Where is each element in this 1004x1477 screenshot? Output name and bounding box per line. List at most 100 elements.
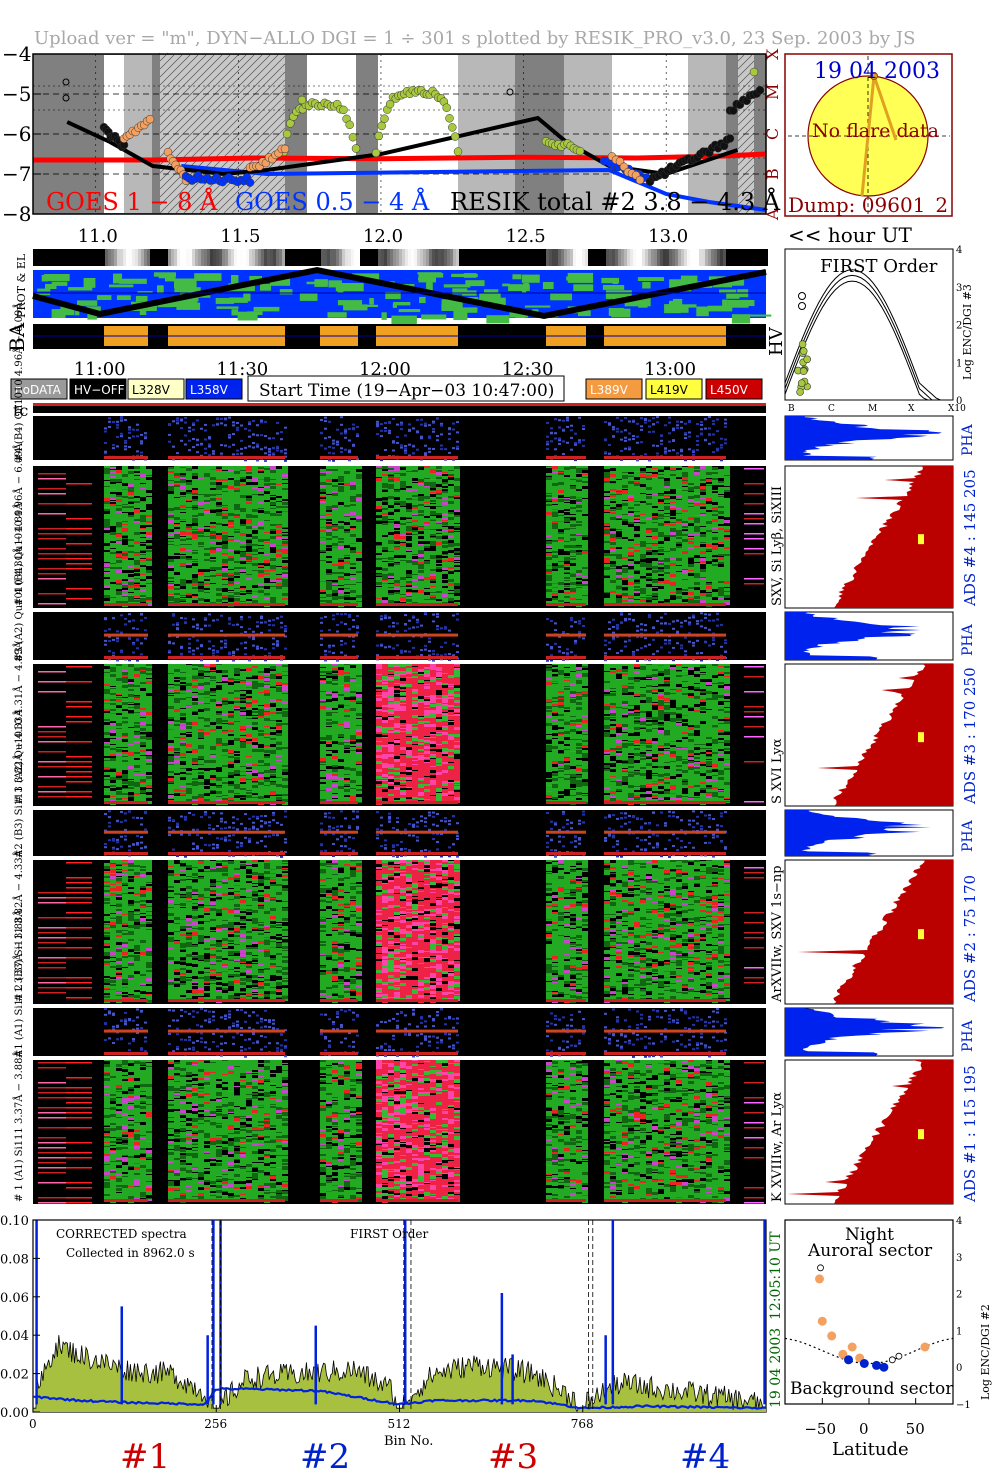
hour-ut-label: << hour UT xyxy=(788,223,912,247)
auroral-label: Auroral sector xyxy=(807,1241,933,1261)
lat-point xyxy=(827,1331,836,1340)
spectrum-date: 19 04 2003 xyxy=(768,1328,784,1408)
legend-label: L358V xyxy=(190,383,229,397)
spectrum-ytick: 0.10 xyxy=(0,1214,29,1229)
spectrum-ytick: 0.06 xyxy=(0,1291,29,1306)
first-order-xtick: C xyxy=(828,404,835,414)
latitude-xlabel: Latitude xyxy=(832,1439,909,1460)
line-ids: ArXVIIw, SXV 1s−np xyxy=(770,865,785,1003)
ads-marker xyxy=(918,534,924,544)
lat-point xyxy=(844,1355,853,1364)
ytick-label: −8 xyxy=(2,202,31,226)
ytick-label: −7 xyxy=(2,162,31,186)
lat-xtick: 50 xyxy=(906,1420,925,1438)
ads-label: ADS #3 : 170 250 xyxy=(961,667,979,805)
lat-point xyxy=(860,1359,869,1368)
spectrum-panel: 0.100.080.060.040.020.000 256 512 768 CORRE… xyxy=(0,1214,784,1477)
ads-label: ADS #1 : 115 195 xyxy=(961,1065,979,1203)
lat-point xyxy=(889,1357,895,1363)
first-order-xtick: X10 xyxy=(948,404,966,414)
legend-label: L450V xyxy=(710,383,749,397)
lat-ytick: 2 xyxy=(956,1290,962,1301)
hour-tick-label: 12.0 xyxy=(363,226,403,247)
detector-label: #3 xyxy=(488,1437,538,1477)
line-ids: SXV, Si Lyβ, SiXIII xyxy=(770,486,785,606)
ads-label: ADS #4 : 145 205 xyxy=(961,469,979,607)
goes-short-label: GOES 0.5 − 4 Å xyxy=(235,187,430,216)
lat-xtick: 0 xyxy=(859,1420,869,1438)
spec-channel-label: # 1 (A1) Si111 3.37Å − 3.88Å xyxy=(13,1050,25,1202)
ytick-label: −5 xyxy=(2,82,31,106)
pha-channel-label: #4 (B4) Qu1010 4.96Å − 6.09Å xyxy=(13,302,25,462)
detector-label: #4 xyxy=(680,1437,730,1477)
first-order-title: FIRST Order xyxy=(820,256,938,277)
lat-ytick: 4 xyxy=(956,1216,962,1227)
first-order-ytick: 4 xyxy=(956,245,962,256)
lat-ytick: −1 xyxy=(956,1400,971,1411)
spectrum-note-1: CORRECTED spectra xyxy=(56,1227,187,1241)
lat-ytick: 0 xyxy=(956,1363,962,1374)
lat-ytick: 1 xyxy=(956,1326,962,1337)
lat-point xyxy=(818,1317,827,1326)
spectrum-xtick: 0 xyxy=(29,1417,37,1431)
ads-label: ADS #2 : 75 170 xyxy=(961,875,979,1003)
latitude-panel: Night Auroral sector Background sector −… xyxy=(785,1216,992,1460)
lat-point xyxy=(848,1343,857,1352)
hhmm-tick-label: 11:00 xyxy=(74,359,126,380)
legend-label: L328V xyxy=(132,383,171,397)
latitude-ylabel: Log ENC/DGI #2 xyxy=(979,1304,992,1400)
background-label: Background sector xyxy=(790,1379,954,1399)
sun-date: 19 04 2003 xyxy=(814,59,940,84)
sun-panel: 19 04 2003 No flare data Dump: 09601_2 xyxy=(785,54,952,217)
pha-channel-label: #3 (A2) Qu1010 4.31Å − 4.89Å xyxy=(13,502,25,662)
pha-tag: PHA xyxy=(960,423,976,456)
goes-long-label: GOES 1 − 8 Å xyxy=(46,187,218,216)
legend-label: L419V xyxy=(650,383,689,397)
pha-tag: PHA xyxy=(960,819,976,852)
spectrum-xlabel: Bin No. xyxy=(384,1434,433,1449)
ads-marker xyxy=(918,929,924,939)
first-order-xtick: B xyxy=(788,404,795,414)
status-strips: PROT & EL BA HV xyxy=(5,249,787,356)
hour-tick-label: 11.0 xyxy=(78,226,118,247)
hour-tick-label: 11.5 xyxy=(220,226,260,247)
detector-label: #1 xyxy=(120,1437,170,1477)
header-text: Upload ver = "m", DYN−ALLO DGI = 1 ÷ 301… xyxy=(34,28,915,49)
hour-tick-label: 13.0 xyxy=(648,226,688,247)
spectrum-ytick: 0.02 xyxy=(0,1368,29,1383)
line-ids: K XVIIIw, Ar Lyα xyxy=(770,1092,785,1202)
sun-note: No flare data xyxy=(812,120,939,142)
hv-label: HV xyxy=(766,326,787,356)
legend-label: HV−OFF xyxy=(74,383,125,397)
lat-point xyxy=(815,1274,824,1283)
flare-class-label: X xyxy=(763,48,782,60)
spectrum-ytick: 0.00 xyxy=(0,1406,29,1421)
lat-point xyxy=(896,1353,902,1359)
spectrum-order: FIRST Order xyxy=(350,1227,428,1241)
spectrum-xtick: 256 xyxy=(204,1417,227,1431)
detector-label: #2 xyxy=(300,1437,350,1477)
pha-channel-label: #1 (A1) Si111 3.37Å − 3.88Å xyxy=(13,909,25,1058)
hhmm-tick-label: 13:00 xyxy=(644,359,696,380)
spectrum-ytick: 0.04 xyxy=(0,1329,29,1344)
spectrum-note-2: Collected in 8962.0 s xyxy=(66,1246,195,1260)
ytick-label: −6 xyxy=(2,122,31,146)
lat-point xyxy=(879,1363,888,1372)
flare-class-label: M xyxy=(763,84,782,100)
pha-channel-label: #2 (B3) Si111 3.82Å − 4.33Å xyxy=(13,709,25,858)
legend-label: L389V xyxy=(590,383,629,397)
pha-tag: PHA xyxy=(960,1019,976,1052)
first-order-ylabel: Log ENC/DGI #3 xyxy=(961,284,974,380)
start-time: Start Time (19−Apr−03 10:47:00) xyxy=(259,381,554,401)
spectrum-xtick: 512 xyxy=(388,1417,411,1431)
ads-marker xyxy=(918,732,924,742)
ytick-label: −4 xyxy=(2,42,31,66)
pha-tag: PHA xyxy=(960,623,976,656)
lat-point xyxy=(818,1265,824,1271)
lat-ytick: 3 xyxy=(956,1253,962,1264)
first-order-xtick: M xyxy=(868,404,877,414)
flare-class-label: C xyxy=(763,128,782,140)
